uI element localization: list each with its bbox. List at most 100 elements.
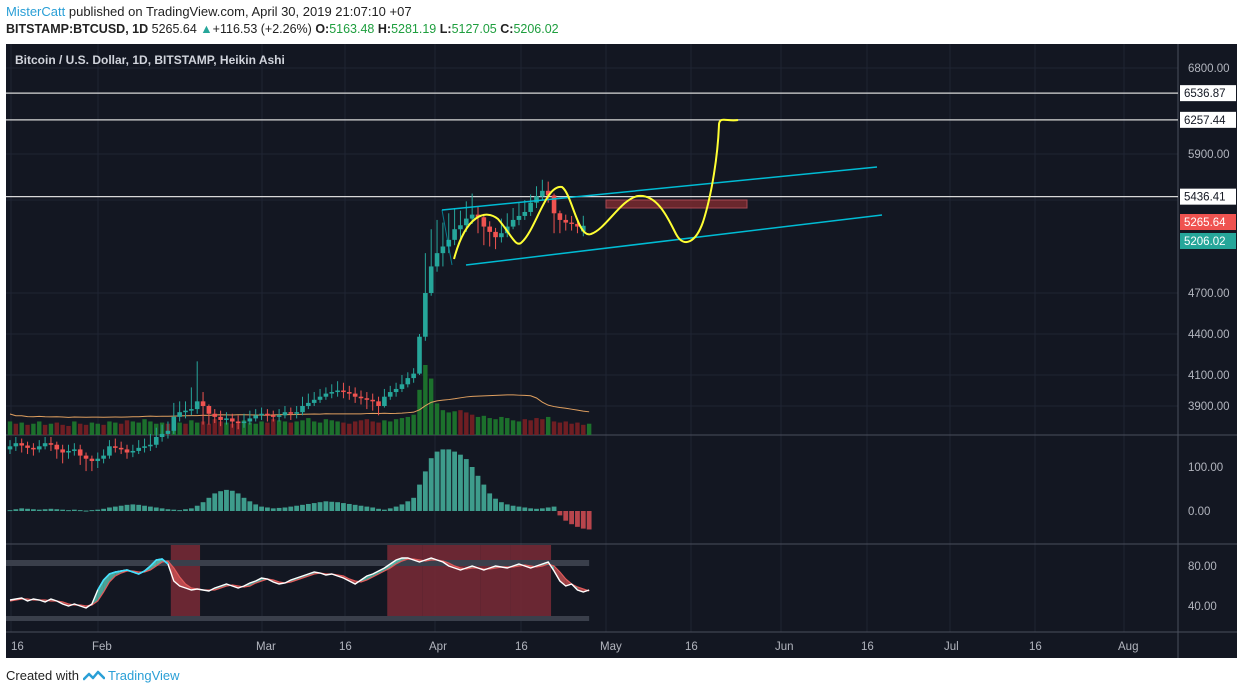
oscillator2-shaded-region: [422, 545, 481, 617]
oscillator2-upper-band: [6, 560, 590, 566]
volume-bar: [551, 421, 557, 435]
candle-body: [516, 215, 522, 220]
candle-body: [113, 446, 118, 448]
candle-body: [405, 378, 411, 385]
oscillator1-bar: [422, 471, 428, 511]
volume-bar: [118, 423, 124, 435]
volume-bar: [429, 378, 434, 435]
volume-bar: [189, 420, 194, 435]
volume-bar: [423, 365, 428, 435]
volume-bar: [148, 421, 153, 435]
oscillator1-bar: [463, 459, 469, 511]
candle-body: [376, 401, 381, 406]
volume-bar: [569, 423, 574, 435]
oscillator1-bar: [153, 507, 159, 511]
volume-bar: [493, 419, 498, 435]
volume-bar: [294, 421, 299, 435]
tradingview-link[interactable]: TradingView: [108, 668, 180, 683]
volume-bar: [586, 423, 592, 435]
oscillator1-bar: [563, 511, 569, 521]
oscillator1-bar: [188, 508, 194, 511]
close-label: C:: [500, 22, 514, 36]
oscillator1-bar: [528, 508, 534, 511]
candle-body: [545, 190, 551, 196]
low-value: 5127.05: [451, 22, 497, 36]
last-price-label: 5265.64: [1184, 217, 1226, 229]
volume-bar: [177, 422, 182, 435]
candle-body: [411, 373, 416, 379]
oscillator1-bar: [341, 503, 346, 511]
level-label: 6536.87: [1184, 88, 1226, 100]
candle-body: [464, 218, 469, 226]
oscillator1-bar: [458, 454, 463, 511]
price-change: +116.53 (+2.26%): [212, 22, 312, 36]
candle-body: [265, 413, 270, 416]
author-link[interactable]: MisterCatt: [6, 4, 66, 19]
volume-bar: [534, 418, 539, 435]
volume-bar: [89, 422, 95, 435]
volume-bar: [475, 416, 481, 435]
last-price-label-bg: [1180, 214, 1236, 230]
oscillator1-bar: [112, 506, 118, 511]
channel-edge-line: [441, 209, 453, 266]
oscillator2-fill-segment: [577, 587, 584, 592]
volume-bar: [499, 416, 504, 435]
volume-bar: [393, 419, 399, 435]
oscillator1-bar: [83, 510, 89, 512]
oscillator1-bar: [224, 489, 229, 511]
volume-bar: [259, 421, 264, 435]
chart-area[interactable]: 6800.005900.005400.004700.004400.004100.…: [6, 44, 1237, 658]
footer: Created with TradingView: [6, 668, 180, 684]
oscillator1-bar: [586, 511, 592, 530]
oscillator1-bar: [36, 509, 42, 511]
tradingview-logo-icon: [82, 670, 105, 680]
volume-bar: [101, 424, 106, 435]
candle-body: [347, 392, 352, 394]
volume-bar: [540, 419, 545, 435]
last-price: 5265.64: [151, 22, 197, 36]
oscillator1-bar: [352, 504, 358, 511]
candle-body: [77, 449, 83, 456]
volume-bar: [206, 423, 212, 435]
volume-bar: [265, 422, 270, 435]
chart-svg[interactable]: 6800.005900.005400.004700.004400.004100.…: [6, 44, 1237, 658]
oscillator1-bar: [247, 501, 253, 511]
candle-body: [417, 336, 422, 374]
symbol-label: BITSTAMP:BTCUSD, 1D: [6, 22, 149, 36]
time-axis-label: 16: [685, 641, 698, 653]
volume-bar: [317, 422, 323, 435]
candle-body: [534, 196, 539, 203]
oscillator1-bar: [376, 508, 381, 511]
candle-body: [528, 202, 533, 212]
candle-body: [247, 418, 253, 422]
volume-bar: [329, 420, 334, 435]
candle-body: [72, 449, 77, 451]
oscillator1-bar: [95, 509, 101, 511]
volume-bar: [113, 422, 118, 435]
candle-body: [352, 393, 358, 397]
oscillator1-bar: [358, 505, 364, 511]
oscillator1-bar: [545, 507, 551, 511]
oscillator1-bar: [48, 508, 54, 511]
candle-body: [165, 430, 171, 434]
oscillator1-bar: [142, 505, 147, 511]
volume-bar: [510, 420, 516, 435]
oscillator1-bar: [7, 510, 13, 512]
volume-bar: [247, 422, 253, 435]
level-label-bg: [1180, 85, 1236, 102]
time-axis-label: 16: [11, 641, 24, 653]
candle-body: [89, 458, 95, 462]
oscillator1-bar: [42, 509, 48, 511]
candle-body: [428, 266, 434, 293]
oscillator1-bar: [276, 507, 282, 511]
candle-body: [510, 219, 516, 227]
candle-body: [300, 406, 305, 413]
candle-body: [241, 421, 247, 424]
oscillator1-bar: [393, 506, 399, 511]
volume-bar: [364, 419, 370, 435]
open-value: 5163.48: [329, 22, 375, 36]
time-axis-label: Mar: [256, 641, 276, 653]
candle-body: [364, 398, 370, 400]
oscillator1-bar: [434, 451, 440, 511]
volume-bar: [335, 421, 340, 435]
